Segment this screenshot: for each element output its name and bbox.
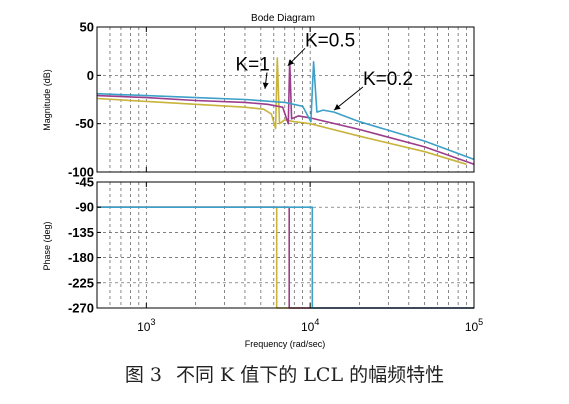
series-line-K=1 [96, 57, 467, 166]
figure-caption-text: 不同 K 值下的 LCL 的幅频特性 [176, 364, 445, 386]
y-tick-label: -90 [75, 200, 94, 215]
annotation-label-K=1: K=1 [235, 55, 269, 76]
y-tick-label: -50 [75, 116, 94, 131]
y-tick-label: -180 [68, 250, 94, 265]
y-tick-label: -135 [68, 225, 94, 240]
panel-frame [96, 26, 475, 173]
x-tick-label: 104 [301, 317, 319, 334]
x-tick-label: 105 [465, 317, 483, 334]
annotation-label-K=0.5: K=0.5 [305, 30, 355, 51]
chart-title: Bode Diagram [251, 13, 315, 24]
figure-caption: 图 3 不同 K 值下的 LCL 的幅频特性 [0, 360, 569, 387]
x-tick-label: 103 [137, 317, 155, 334]
y-tick-label: -270 [68, 301, 94, 316]
annotation-arrowhead [287, 59, 295, 66]
annotation-arrowhead [334, 104, 341, 111]
y-tick-label: -225 [68, 275, 94, 290]
annotation-label-K=0.2: K=0.2 [363, 69, 413, 90]
y-tick-label: 50 [80, 20, 94, 35]
y-tick-label: -100 [68, 165, 94, 180]
figure-number: 图 3 [124, 364, 162, 386]
annotation-arrow [333, 86, 364, 111]
magnitude-panel: K=1 K=0.5 K=0.2 50 0 -50 -100 [68, 20, 475, 180]
panel-frame [96, 181, 475, 309]
phase-panel: -45 -90 -135 -180 -225 -270 103 104 105 [68, 175, 483, 335]
series-line-K=0.2 [96, 61, 475, 161]
y-tick-label: -45 [75, 175, 94, 190]
phase-axis-label: Phase (deg) [42, 221, 52, 270]
annotation-arrowhead [262, 82, 269, 89]
bode-diagram: Bode Diagram K=1 K=0.5 K=0.2 50 0 -50 -100 -45… [42, 13, 483, 349]
series-line-K=0.5 [96, 60, 475, 166]
y-tick-label: 0 [87, 68, 94, 83]
frequency-axis-label: Frequency (rad/sec) [245, 339, 326, 349]
magnitude-axis-label: Magnitude (dB) [42, 69, 52, 131]
